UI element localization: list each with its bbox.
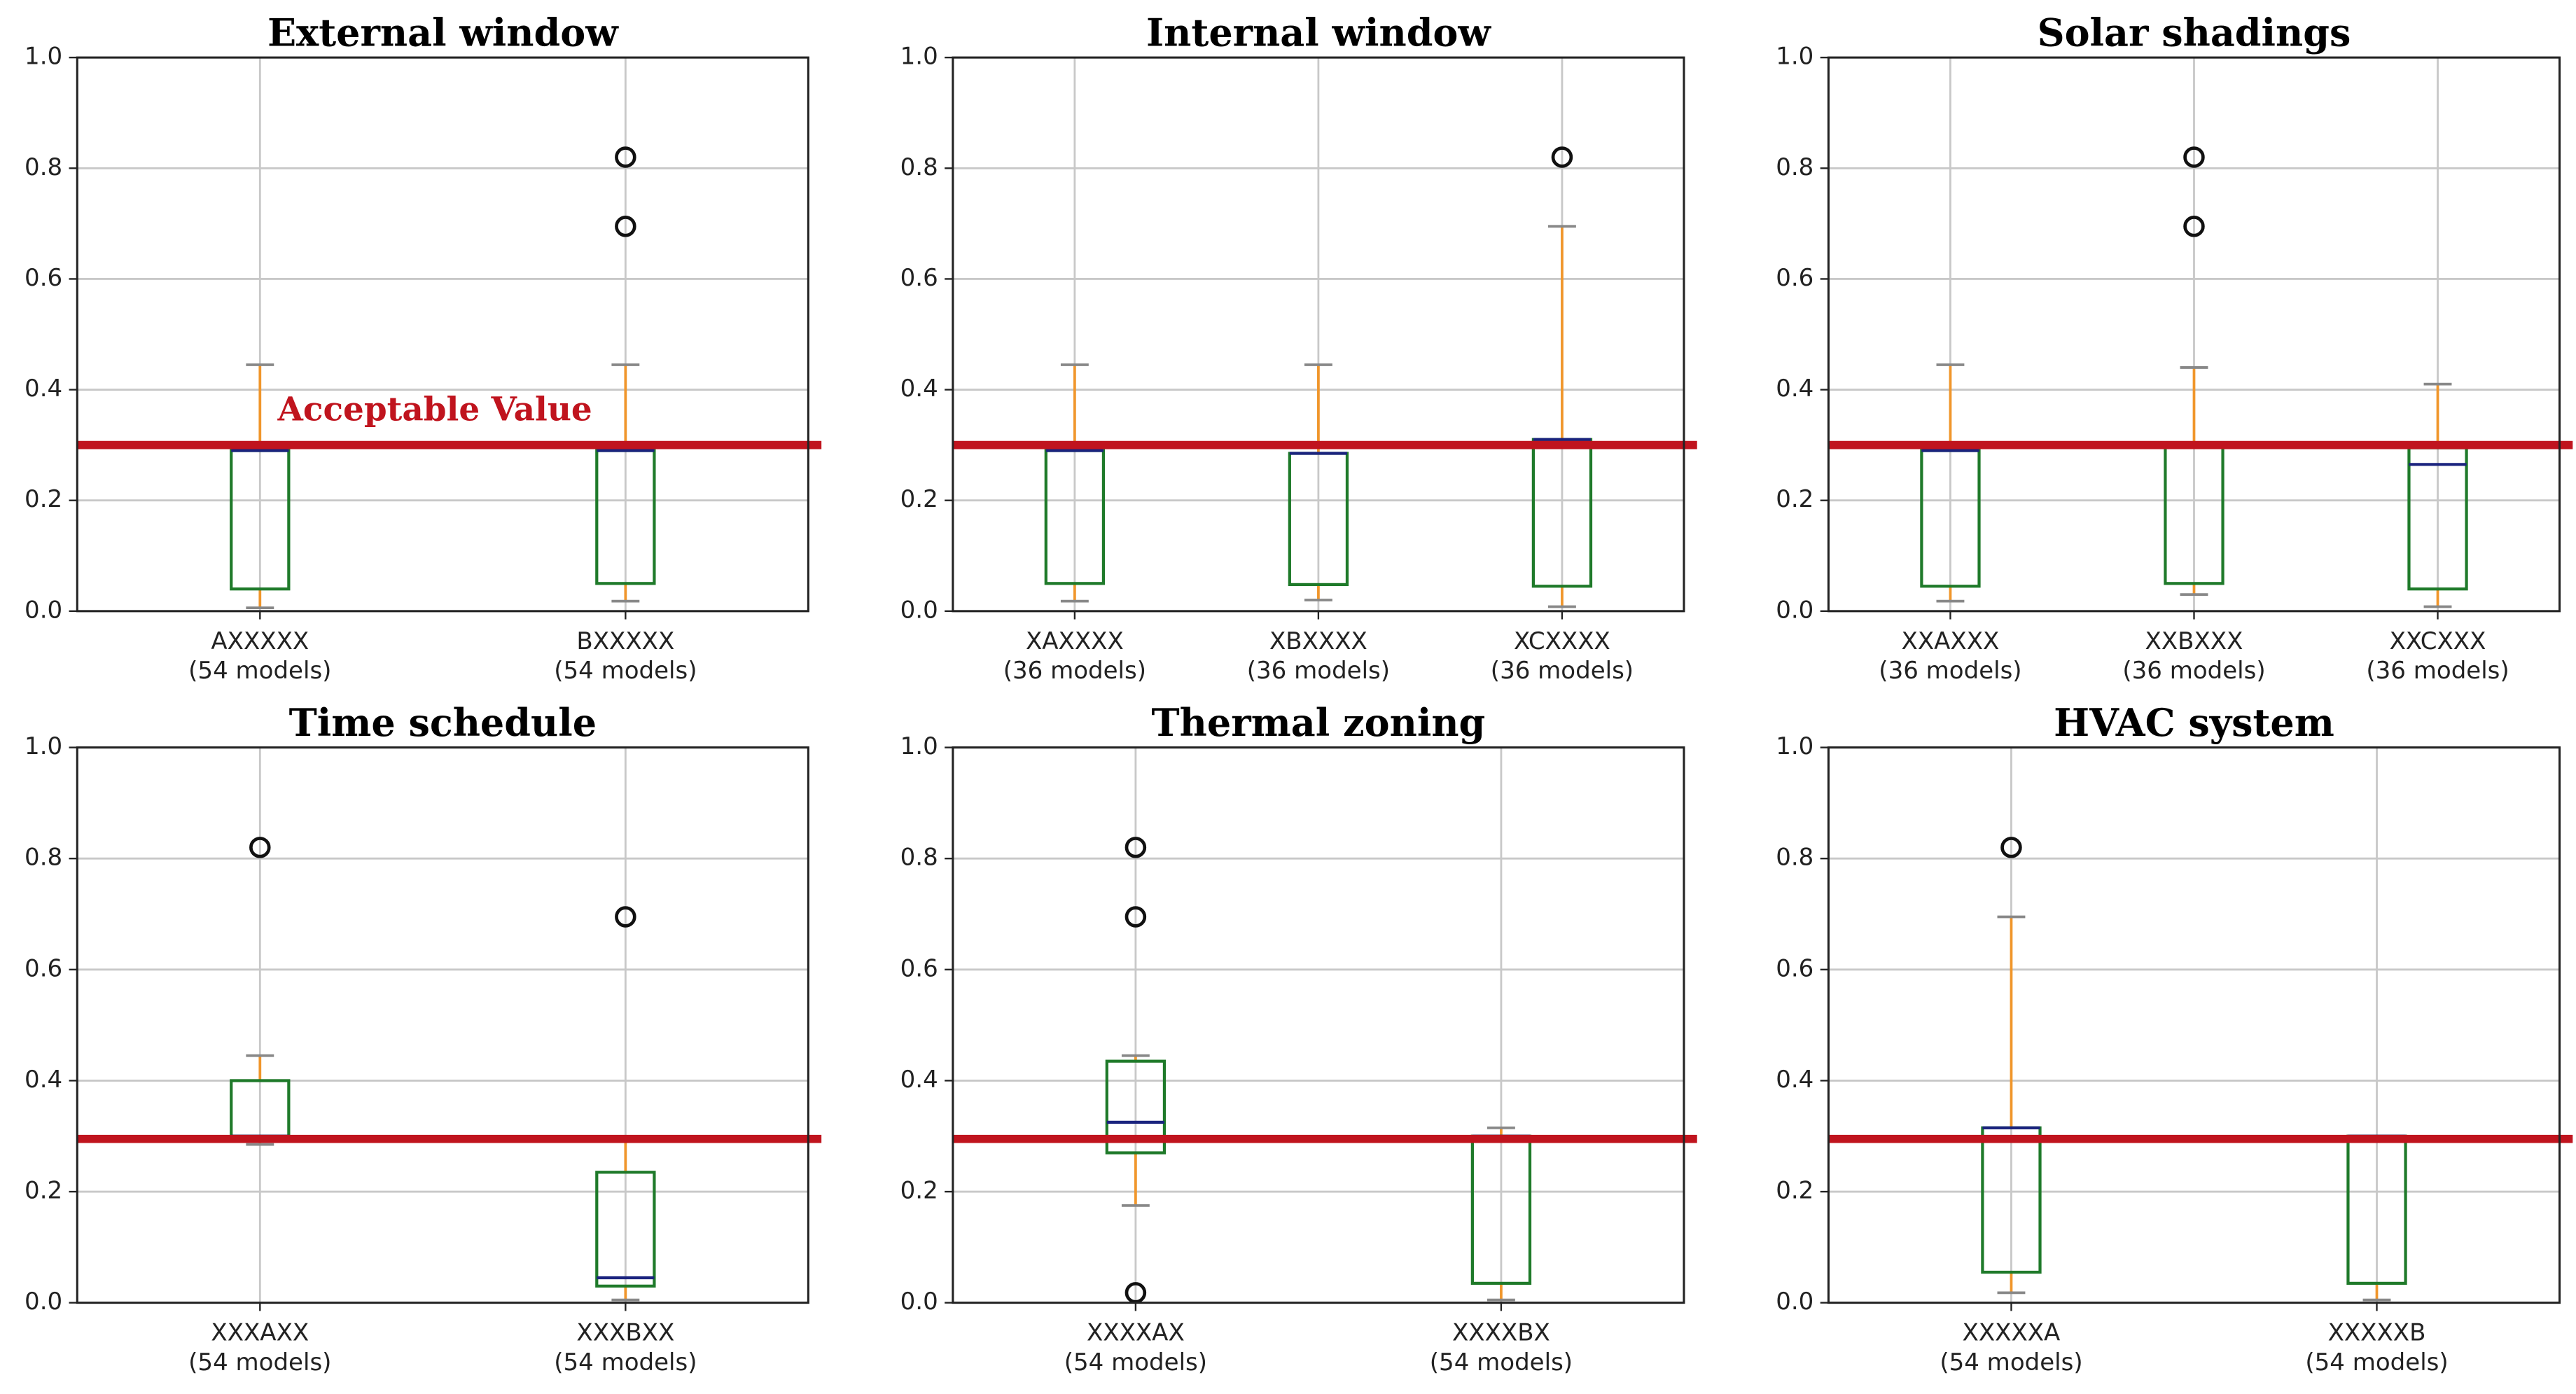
x-tick-label: XXBXXX <box>2145 627 2243 655</box>
flier <box>1551 146 1573 168</box>
y-tick-label: 1.0 <box>1776 732 1813 760</box>
y-tick-label: 0.2 <box>1776 485 1813 513</box>
y-tick-label: 0.6 <box>25 264 62 292</box>
y-tick-label: 0.8 <box>900 153 938 181</box>
y-tick-label: 0.0 <box>900 1288 938 1316</box>
flier <box>249 837 271 858</box>
plot-frame <box>76 746 809 1304</box>
x-tick-sublabel: (36 models) <box>1003 657 1146 685</box>
y-tick-label: 0.6 <box>25 954 62 982</box>
y-tick-label: 0.2 <box>25 1177 62 1205</box>
x-tick-sublabel: (54 models) <box>1064 1348 1207 1376</box>
chart-title: Thermal zoning <box>1152 700 1486 745</box>
chart-title: Solar shadings <box>2038 11 2351 55</box>
x-tick-sublabel: (54 models) <box>554 1348 697 1376</box>
x-tick-label: XXXBXX <box>576 1319 674 1347</box>
flier <box>615 216 636 237</box>
x-tick-label: XAXXXX <box>1026 627 1124 655</box>
x-tick-label: XCXXXX <box>1514 627 1610 655</box>
y-tick-label: 0.2 <box>1776 1177 1813 1205</box>
y-tick-label: 0.0 <box>900 596 938 624</box>
x-tick-sublabel: (36 models) <box>1879 657 2021 685</box>
x-tick-label: AXXXXX <box>211 627 309 655</box>
y-tick-label: 0.0 <box>25 596 62 624</box>
x-tick-sublabel: (36 models) <box>1491 657 1634 685</box>
plot-frame <box>952 746 1685 1304</box>
chart-title: HVAC system <box>2054 700 2334 745</box>
plot-frame <box>1827 56 2561 613</box>
x-tick-label: XXXAXX <box>211 1319 309 1347</box>
y-tick-label: 0.4 <box>25 1066 62 1094</box>
y-tick-label: 1.0 <box>25 43 62 71</box>
y-tick-label: 0.2 <box>25 485 62 513</box>
x-tick-label: XXCXXX <box>2390 627 2486 655</box>
y-tick-label: 0.4 <box>1776 1066 1813 1094</box>
x-tick-sublabel: (36 models) <box>1247 657 1390 685</box>
reference-label: Acceptable Value <box>277 391 592 429</box>
chart-title: External window <box>267 11 619 55</box>
x-tick-label: BXXXXX <box>576 627 674 655</box>
x-tick-sublabel: (54 models) <box>1430 1348 1573 1376</box>
flier <box>615 906 636 928</box>
chart-title: Internal window <box>1146 11 1491 55</box>
flier <box>615 146 636 168</box>
y-tick-label: 0.4 <box>25 375 62 403</box>
x-tick-sublabel: (54 models) <box>1940 1348 2082 1376</box>
box <box>595 1171 656 1288</box>
x-tick-label: XXAXXX <box>1902 627 2000 655</box>
flier <box>1125 837 1147 858</box>
x-tick-sublabel: (54 models) <box>188 1348 331 1376</box>
x-tick-sublabel: (36 models) <box>2366 657 2509 685</box>
chart-title: Time schedule <box>289 700 597 745</box>
y-tick-label: 0.4 <box>900 375 938 403</box>
y-tick-label: 0.0 <box>25 1288 62 1316</box>
y-tick-label: 1.0 <box>900 43 938 71</box>
x-tick-label: XBXXXX <box>1269 627 1367 655</box>
y-tick-label: 0.8 <box>25 153 62 181</box>
y-tick-label: 0.2 <box>900 1177 938 1205</box>
y-tick-label: 0.6 <box>1776 954 1813 982</box>
y-tick-label: 1.0 <box>900 732 938 760</box>
y-tick-label: 0.0 <box>1776 1288 1813 1316</box>
y-tick-label: 0.8 <box>900 844 938 872</box>
y-tick-label: 0.0 <box>1776 596 1813 624</box>
y-tick-label: 0.8 <box>1776 153 1813 181</box>
box <box>1105 1059 1167 1155</box>
y-tick-label: 0.6 <box>1776 264 1813 292</box>
y-tick-label: 0.4 <box>1776 375 1813 403</box>
x-tick-sublabel: (54 models) <box>554 657 697 685</box>
plot-frame <box>1827 746 2561 1304</box>
y-tick-label: 0.2 <box>900 485 938 513</box>
flier <box>2183 216 2205 237</box>
y-tick-label: 0.6 <box>900 954 938 982</box>
plot-frame <box>76 56 809 613</box>
x-tick-label: XXXXXA <box>1963 1319 2061 1347</box>
plot-frame <box>952 56 1685 613</box>
y-tick-label: 0.6 <box>900 264 938 292</box>
flier <box>2000 837 2022 858</box>
x-tick-sublabel: (54 models) <box>188 657 331 685</box>
x-tick-label: XXXXBX <box>1452 1319 1550 1347</box>
x-tick-sublabel: (36 models) <box>2122 657 2265 685</box>
y-tick-label: 0.8 <box>25 844 62 872</box>
flier <box>1125 906 1147 928</box>
flier <box>2183 146 2205 168</box>
y-tick-label: 1.0 <box>25 732 62 760</box>
y-tick-label: 0.4 <box>900 1066 938 1094</box>
x-tick-sublabel: (54 models) <box>2305 1348 2448 1376</box>
x-tick-label: XXXXXB <box>2328 1319 2426 1347</box>
y-tick-label: 1.0 <box>1776 43 1813 71</box>
x-tick-label: XXXXAX <box>1087 1319 1185 1347</box>
y-tick-label: 0.8 <box>1776 844 1813 872</box>
